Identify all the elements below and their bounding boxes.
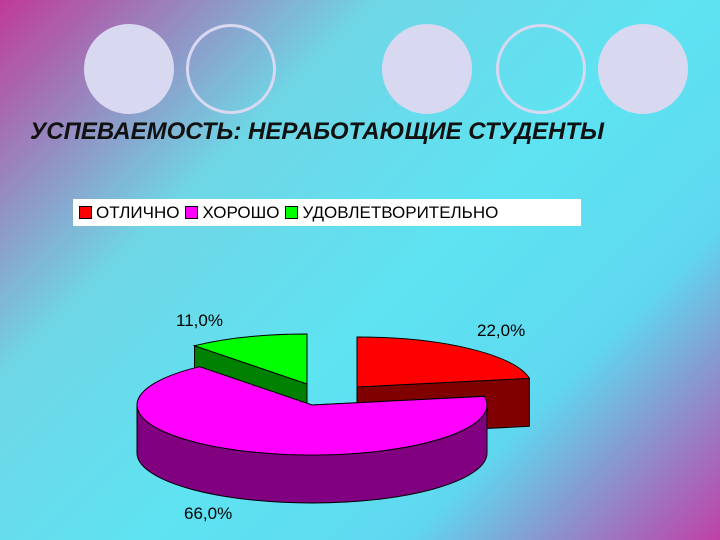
decor-circle-2 xyxy=(186,24,276,114)
legend-swatch-satisfactory xyxy=(285,206,299,219)
legend-label-good: ХОРОШО xyxy=(202,202,280,222)
legend-item-excellent: ОТЛИЧНО xyxy=(79,203,179,223)
legend-swatch-good xyxy=(185,206,199,219)
decor-circle-1 xyxy=(84,24,174,114)
data-label-satisfactory: 11,0% xyxy=(176,311,223,330)
pie-slice-satisfactory-top xyxy=(192,333,308,385)
data-label-excellent: 22,0% xyxy=(477,321,525,340)
legend-label-excellent: ОТЛИЧНО xyxy=(96,202,180,222)
legend-item-satisfactory: УДОВЛЕТВОРИТЕЛЬНО xyxy=(285,203,498,223)
legend-swatch-excellent xyxy=(79,206,92,219)
pie-slice-good xyxy=(136,365,488,504)
legend-label-satisfactory: УДОВЛЕТВОРИТЕЛЬНО xyxy=(302,202,499,222)
decor-circle-4 xyxy=(496,24,586,114)
chart-legend: ОТЛИЧНО ХОРОШО УДОВЛЕТВОРИТЕЛЬНО xyxy=(73,199,581,226)
decor-circle-3 xyxy=(382,24,472,114)
legend-item-good: ХОРОШО xyxy=(185,203,279,223)
pie-slice-good-top xyxy=(136,366,488,456)
pie-slice-excellent-top xyxy=(356,336,531,388)
slide-title: УСПЕВАЕМОСТЬ: НЕРАБОТАЮЩИЕ СТУДЕНТЫ xyxy=(30,118,605,145)
data-label-good: 66,0% xyxy=(184,504,232,523)
decor-circle-5 xyxy=(598,24,688,114)
